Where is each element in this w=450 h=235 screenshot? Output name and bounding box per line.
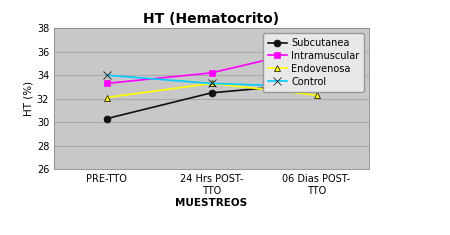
Subcutanea <box>104 117 109 120</box>
Line: Control: Control <box>102 71 321 91</box>
Y-axis label: HT (%): HT (%) <box>24 81 34 116</box>
Line: Intramuscular: Intramuscular <box>103 45 320 87</box>
Control <box>209 82 214 85</box>
Intramuscular <box>209 71 214 74</box>
Legend: Subcutanea, Intramuscular, Endovenosa, Control: Subcutanea, Intramuscular, Endovenosa, C… <box>263 33 364 92</box>
Intramuscular <box>104 82 109 85</box>
Subcutanea <box>209 91 214 94</box>
X-axis label: MUESTREOS: MUESTREOS <box>176 198 248 208</box>
Endovenosa <box>314 94 319 97</box>
Control <box>314 86 319 88</box>
Endovenosa <box>104 96 109 99</box>
Control <box>104 74 109 77</box>
Line: Endovenosa: Endovenosa <box>103 80 320 101</box>
Intramuscular <box>314 47 319 50</box>
Endovenosa <box>209 82 214 85</box>
Title: HT (Hematocrito): HT (Hematocrito) <box>144 12 279 26</box>
Line: Subcutanea: Subcutanea <box>103 80 320 122</box>
Subcutanea <box>314 82 319 85</box>
